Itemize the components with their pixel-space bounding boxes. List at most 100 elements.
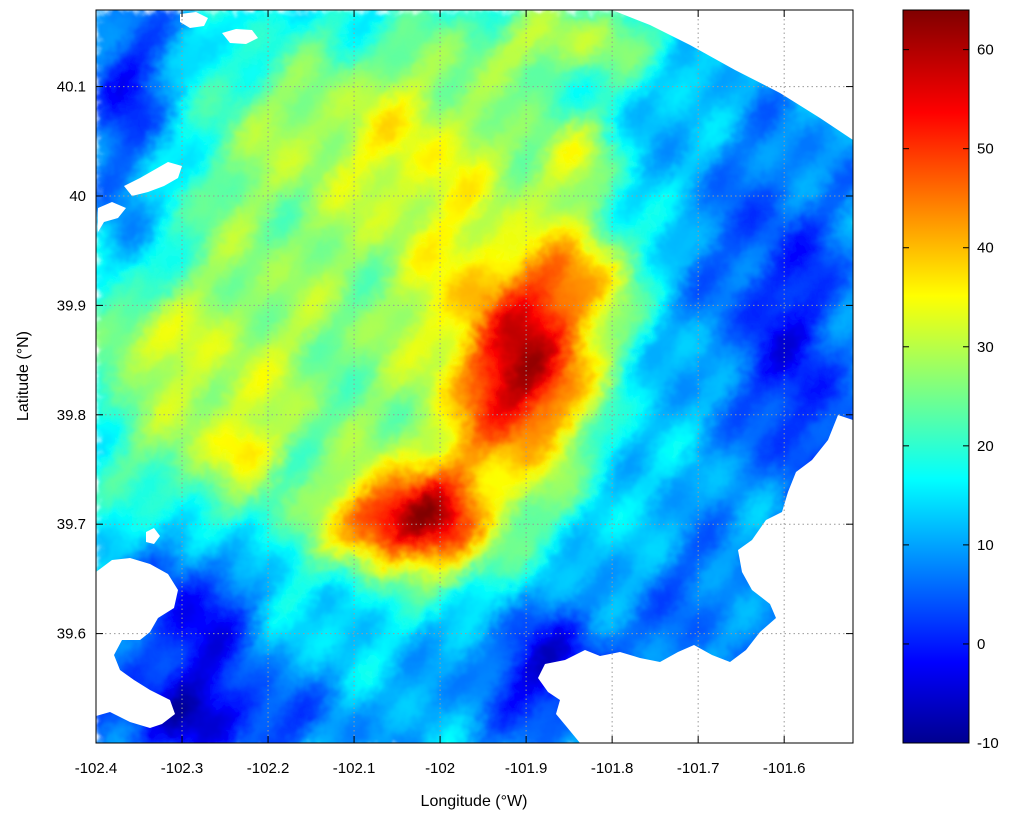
heatmap-cell (138, 46, 145, 53)
heatmap-cell (654, 112, 661, 119)
heatmap-cell (420, 76, 427, 83)
heatmap-cell (594, 16, 601, 23)
heatmap-cell (198, 202, 205, 209)
heatmap-cell (456, 154, 463, 161)
heatmap-cell (564, 184, 571, 191)
heatmap-cell (414, 88, 421, 95)
heatmap-cell (318, 220, 325, 227)
heatmap-cell (606, 148, 613, 155)
heatmap-cell (246, 232, 253, 239)
heatmap-cell (552, 190, 559, 197)
heatmap-cell (282, 226, 289, 233)
heatmap-cell (318, 88, 325, 95)
heatmap-cell (360, 40, 367, 47)
heatmap-cell (660, 94, 667, 101)
heatmap-cell (480, 40, 487, 47)
heatmap-cell (210, 160, 217, 167)
heatmap-cell (552, 112, 559, 119)
heatmap-cell (546, 238, 553, 245)
heatmap-cell (240, 88, 247, 95)
heatmap-cell (396, 106, 403, 113)
heatmap-cell (450, 226, 457, 233)
heatmap-cell (600, 46, 607, 53)
heatmap-cell (624, 112, 631, 119)
heatmap-cell (108, 166, 115, 173)
heatmap-cell (420, 70, 427, 77)
heatmap-cell (192, 196, 199, 203)
heatmap-cell (222, 214, 229, 221)
heatmap-cell (666, 136, 673, 143)
heatmap-cell (504, 148, 511, 155)
heatmap-cell (138, 148, 145, 155)
heatmap-cell (582, 64, 589, 71)
heatmap-cell (444, 160, 451, 167)
heatmap-cell (522, 28, 529, 35)
heatmap-cell (144, 22, 151, 29)
heatmap-cell (282, 88, 289, 95)
heatmap-cell (444, 88, 451, 95)
heatmap-cell (408, 208, 415, 215)
heatmap-cell (432, 34, 439, 41)
heatmap-cell (534, 172, 541, 179)
heatmap-cell (540, 148, 547, 155)
heatmap-cell (582, 232, 589, 239)
heatmap-cell (366, 190, 373, 197)
heatmap-cell (522, 94, 529, 101)
heatmap-cell (804, 148, 811, 155)
heatmap-cell (108, 136, 115, 143)
heatmap-cell (132, 232, 139, 239)
heatmap-cell (186, 148, 193, 155)
heatmap-cell (156, 154, 163, 161)
heatmap-cell (186, 100, 193, 107)
heatmap-cell (504, 118, 511, 125)
heatmap-cell (702, 136, 709, 143)
heatmap-cell (288, 166, 295, 173)
heatmap-cell (264, 166, 271, 173)
heatmap-cell (228, 190, 235, 197)
heatmap-cell (108, 34, 115, 41)
heatmap-cell (312, 82, 319, 89)
heatmap-cell (438, 40, 445, 47)
heatmap-cell (234, 64, 241, 71)
heatmap-cell (126, 100, 133, 107)
heatmap-cell (120, 238, 127, 245)
heatmap-cell (654, 136, 661, 143)
heatmap-cell (774, 124, 781, 131)
heatmap-cell (540, 130, 547, 137)
heatmap-cell (600, 100, 607, 107)
heatmap-cell (576, 172, 583, 179)
heatmap-cell (252, 226, 259, 233)
heatmap-cell (360, 106, 367, 113)
heatmap-cell (360, 70, 367, 77)
heatmap-cell (330, 184, 337, 191)
heatmap-cell (288, 16, 295, 23)
heatmap-cell (732, 100, 739, 107)
heatmap-cell (648, 214, 655, 221)
heatmap-cell (696, 76, 703, 83)
heatmap-cell (402, 76, 409, 83)
heatmap-cell (234, 220, 241, 227)
heatmap-cell (768, 148, 775, 155)
heatmap-cell (102, 94, 109, 101)
heatmap-cell (366, 82, 373, 89)
heatmap-cell (252, 196, 259, 203)
heatmap-cell (366, 232, 373, 239)
heatmap-cell (552, 88, 559, 95)
heatmap-cell (240, 184, 247, 191)
heatmap-cell (588, 22, 595, 29)
heatmap-cell (606, 172, 613, 179)
heatmap-cell (144, 238, 151, 245)
heatmap-cell (108, 226, 115, 233)
heatmap-cell (204, 10, 211, 17)
heatmap-cell (606, 196, 613, 203)
heatmap-cell (336, 238, 343, 245)
heatmap-cell (714, 232, 721, 239)
heatmap-cell (396, 226, 403, 233)
heatmap-cell (324, 40, 331, 47)
heatmap-cell (450, 154, 457, 161)
heatmap-cell (162, 112, 169, 119)
heatmap-cell (552, 166, 559, 173)
heatmap-cell (306, 94, 313, 101)
heatmap-cell (552, 232, 559, 239)
heatmap-cell (840, 232, 847, 239)
